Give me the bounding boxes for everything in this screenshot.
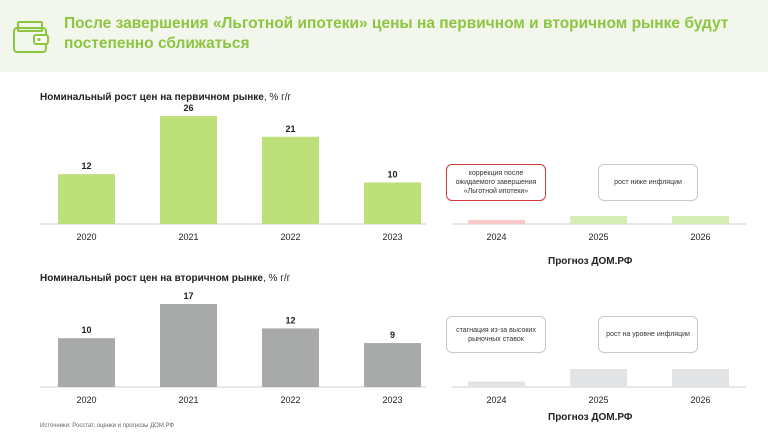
header-band [0,0,768,72]
primary-bar-2020 [58,174,115,224]
primary-data-label-2021: 26 [183,103,193,113]
secondary-forecast-bar-2025 [570,369,627,387]
secondary-callout-stagnation: стагнация из-за высоких рыночных ставок [446,316,546,353]
primary-forecast-tick-2026: 2026 [690,232,710,242]
primary-data-label-2023: 10 [387,169,397,179]
primary-tick-2020: 2020 [76,232,96,242]
secondary-chart-title-unit: , % г/г [262,273,291,284]
primary-forecast-label: Прогноз ДОМ.РФ [548,256,633,267]
secondary-tick-2020: 2020 [76,395,96,405]
secondary-data-label-2023: 9 [390,330,395,340]
secondary-chart-title: Номинальный рост цен на вторичном рынке,… [40,273,290,284]
primary-callout-below-inflation: рост ниже инфляции [598,164,698,201]
secondary-data-label-2022: 12 [285,315,295,325]
secondary-callout-inflation: рост на уровне инфляции [598,316,698,353]
secondary-chart-title-bold: Номинальный рост цен на вторичном рынке [40,273,263,284]
primary-bar-2023 [364,182,421,224]
secondary-forecast-bar-2026 [672,369,729,387]
secondary-forecast-label: Прогноз ДОМ.РФ [548,412,633,423]
primary-chart-title: Номинальный рост цен на первичном рынке,… [40,92,291,103]
secondary-bar-2023 [364,343,421,387]
primary-tick-2022: 2022 [280,232,300,242]
wallet-icon [13,21,49,53]
secondary-data-label-2021: 17 [183,291,193,301]
primary-data-label-2020: 12 [81,161,91,171]
primary-forecast-tick-2025: 2025 [588,232,608,242]
secondary-tick-2021: 2021 [178,395,198,405]
secondary-bar-2022 [262,328,319,387]
primary-bar-2022 [262,136,319,224]
secondary-bar-2020 [58,338,115,387]
secondary-bar-2021 [160,304,217,387]
primary-bar-2021 [160,116,217,224]
secondary-tick-2023: 2023 [382,395,402,405]
primary-tick-2021: 2021 [178,232,198,242]
page-title: После завершения «Льготной ипотеки» цены… [64,15,729,52]
secondary-forecast-tick-2025: 2025 [588,395,608,405]
primary-forecast-bar-2025 [570,216,627,224]
primary-callout-correction: коррекция после ожидаемого завершения «Л… [446,164,546,201]
primary-tick-2023: 2023 [382,232,402,242]
secondary-tick-2022: 2022 [280,395,300,405]
primary-chart-title-bold: Номинальный рост цен на первичном рынке [40,92,264,103]
primary-forecast-tick-2024: 2024 [486,232,506,242]
secondary-forecast-tick-2026: 2026 [690,395,710,405]
secondary-data-label-2020: 10 [81,325,91,335]
primary-data-label-2022: 21 [285,124,295,134]
primary-forecast-bar-2026 [672,216,729,224]
secondary-forecast-tick-2024: 2024 [486,395,506,405]
source-note: Источники: Росстат, оценки и прогнозы ДО… [40,423,175,429]
primary-chart-title-unit: , % г/г [263,92,292,103]
primary-forecast-bar-2024 [468,220,525,224]
secondary-forecast-bar-2024 [468,381,525,387]
